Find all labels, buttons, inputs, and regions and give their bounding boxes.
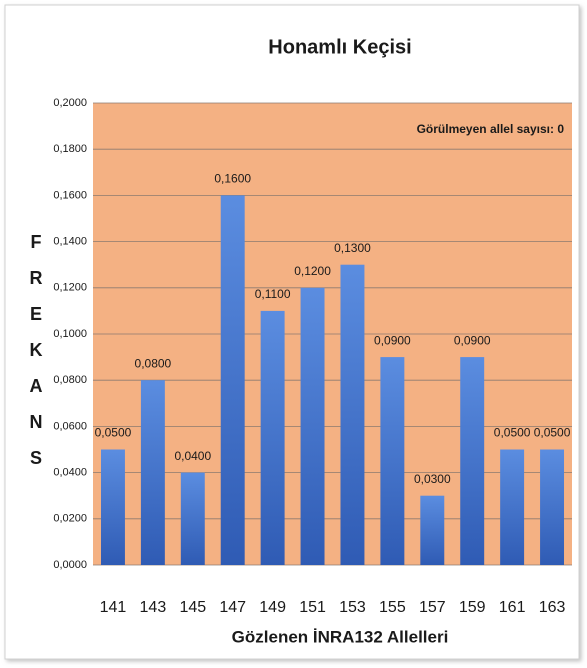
x-tick-label: 145 — [179, 599, 206, 616]
bar — [380, 357, 405, 565]
y-tick-label: 0,1200 — [53, 282, 87, 294]
x-tick-label: 143 — [140, 599, 167, 616]
chart-title: Honamlı Keçisi — [268, 36, 411, 58]
x-tick-label: 149 — [259, 599, 286, 616]
x-tick-label: 147 — [219, 599, 246, 616]
x-tick-label: 157 — [419, 599, 446, 616]
bar — [500, 449, 525, 565]
value-label: 0,1200 — [294, 264, 331, 278]
value-label: 0,0500 — [494, 426, 531, 440]
x-axis-label: Gözlenen İNRA132 Allelleri — [232, 627, 449, 646]
x-tick-label: 141 — [100, 599, 127, 616]
y-tick-label: 0,2000 — [53, 97, 87, 109]
bar — [100, 449, 125, 565]
y-tick-label: 0,1000 — [53, 328, 87, 340]
value-label: 0,0900 — [454, 333, 491, 347]
value-label: 0,0500 — [534, 426, 571, 440]
bar — [420, 495, 445, 565]
x-tick-label: 163 — [539, 599, 566, 616]
bar — [220, 195, 245, 565]
y-tick-label: 0,0600 — [53, 420, 87, 432]
bar — [300, 287, 325, 565]
x-tick-label: 153 — [339, 599, 366, 616]
value-label: 0,1600 — [214, 172, 251, 186]
y-tick-label: 0,0400 — [53, 467, 87, 479]
y-tick-label: 0,0200 — [53, 513, 87, 525]
value-label: 0,0800 — [135, 356, 172, 370]
y-axis-label: FREKANS — [26, 232, 46, 484]
y-tick-label: 0,0000 — [53, 559, 87, 571]
value-label: 0,0300 — [414, 472, 451, 486]
y-tick-label: 0,0800 — [53, 374, 87, 386]
bar — [260, 310, 285, 565]
bar — [340, 264, 365, 565]
y-tick-label: 0,1600 — [53, 189, 87, 201]
x-tick-label: 155 — [379, 599, 406, 616]
value-label: 0,1300 — [334, 241, 371, 255]
bar — [540, 449, 565, 565]
bar — [180, 472, 205, 565]
value-label: 0,0500 — [95, 426, 132, 440]
value-label: 0,1100 — [255, 287, 291, 301]
value-label: 0,0900 — [374, 333, 411, 347]
value-label: 0,0400 — [174, 449, 211, 463]
y-tick-label: 0,1400 — [53, 236, 87, 248]
x-tick-label: 151 — [299, 599, 326, 616]
bar — [460, 357, 485, 565]
x-tick-label: 159 — [459, 599, 486, 616]
annotation: Görülmeyen allel sayısı: 0 — [417, 122, 565, 136]
bar — [140, 380, 165, 565]
x-tick-label: 161 — [499, 599, 526, 616]
y-tick-label: 0,1800 — [53, 143, 87, 155]
